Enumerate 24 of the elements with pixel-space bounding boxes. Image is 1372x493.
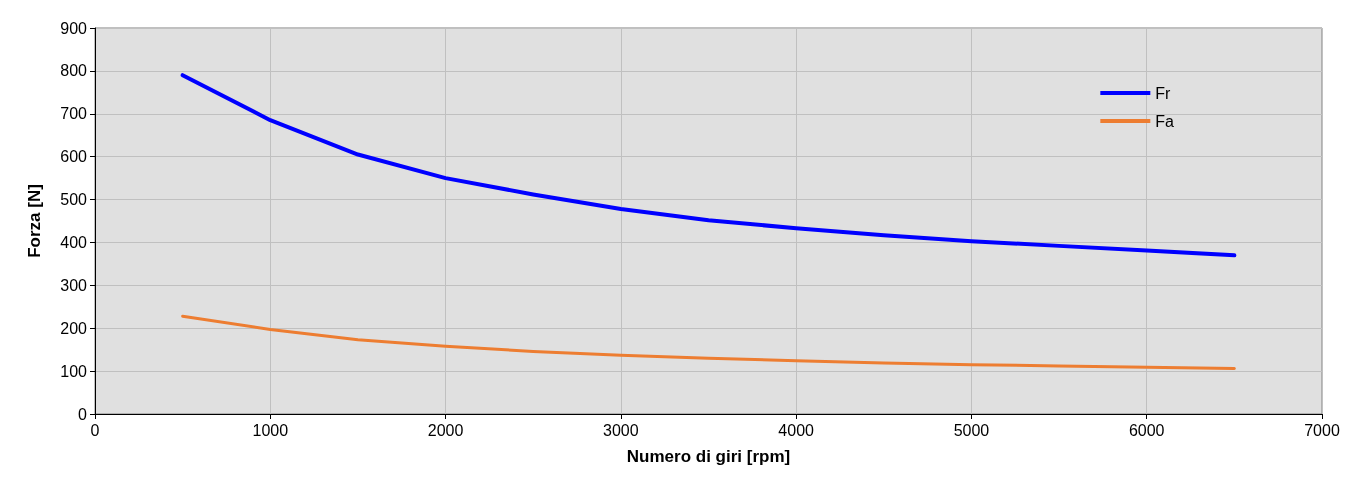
y-tick-label: 0 [78,405,88,423]
y-axis-title: Forza [N] [25,184,44,258]
y-tick-label: 200 [60,319,88,337]
y-tick-label: 600 [60,148,88,166]
x-tick-label: 2000 [427,421,464,439]
x-tick-label: 5000 [953,421,990,439]
x-tick-label: 1000 [252,421,289,439]
line-series [180,73,1237,258]
x-tick-label: 7000 [1304,421,1340,439]
x-tick-label: 3000 [603,421,639,439]
y-tick-label: 400 [60,233,88,251]
y-tick-label: 700 [60,105,88,123]
y-tick-label: 100 [60,362,88,380]
x-tick-label: 4000 [778,421,815,439]
y-tick-label: 900 [60,19,88,37]
legend-label: Fa [1155,112,1175,130]
x-tick-label: 0 [90,421,100,439]
y-tick-label: 300 [60,276,88,294]
x-tick-label: 6000 [1128,421,1165,439]
x-axis-title: Numero di giri [rpm] [626,447,791,466]
line-series [181,314,1236,371]
legend-label: Fr [1155,84,1172,102]
y-tick-label: 800 [60,62,88,80]
y-tick-label: 500 [60,191,88,209]
